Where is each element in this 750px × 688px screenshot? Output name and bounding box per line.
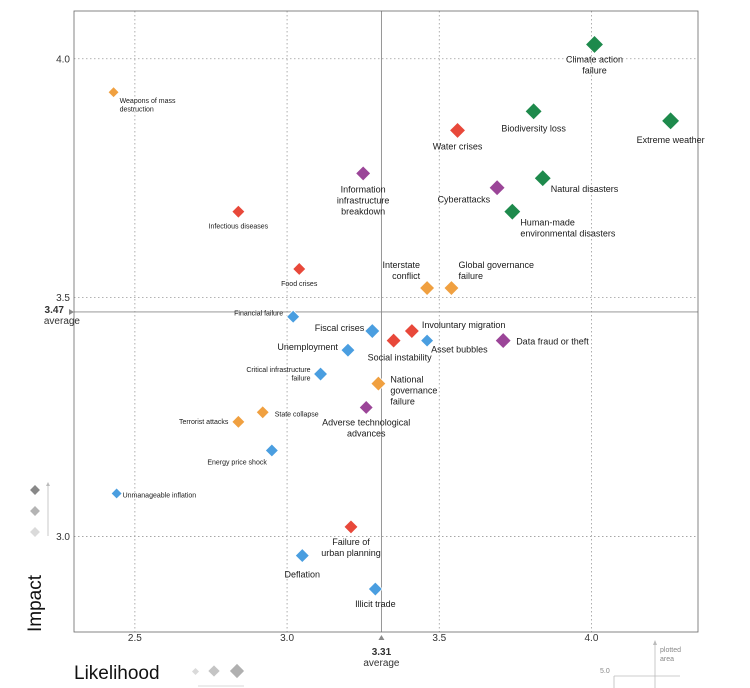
risk-point-unmanageable-inflation: [110, 487, 123, 500]
risk-label-unmanageable-inflation: Unmanageable inflation: [123, 492, 197, 499]
likelihood-legend-low-diamond: [191, 667, 200, 676]
grid-lines: [74, 11, 698, 632]
x-axis-title: Likelihood: [74, 663, 160, 684]
risk-label-social-instability: Social instability: [368, 353, 433, 363]
risk-label-failure-of-urban-planning: Failure of urban planning: [321, 537, 381, 558]
risk-label-cyberattacks: Cyberattacks: [438, 195, 491, 205]
risk-point-interstate-conflict: [419, 279, 436, 297]
risk-point-data-fraud-or-theft: [494, 332, 512, 350]
risk-labels: Climate action failure Extreme weather Biod…: [120, 54, 705, 609]
risk-point-water-crises: [448, 121, 467, 139]
impact-legend-high-diamond: [30, 485, 40, 495]
risk-label-infectious-diseases: Infectious diseases: [209, 224, 269, 231]
risk-point-terrorist-attacks: [231, 414, 246, 429]
risk-label-deflation: Deflation: [285, 570, 321, 580]
risk-point-information-infrastructure-breakdown: [355, 165, 372, 182]
risk-point-cyberattacks: [488, 179, 506, 197]
risk-label-unemployment: Unemployment: [277, 342, 338, 352]
risk-label-biodiversity-loss: Biodiversity loss: [501, 123, 566, 133]
risk-point-illicit-trade: [367, 581, 383, 597]
x-tick-label: 4.0: [585, 633, 599, 644]
risk-label-fiscal-crises: Fiscal crises: [315, 323, 365, 333]
risk-label-global-governance-failure: Global governance failure: [458, 260, 534, 281]
x-average-caption: average: [363, 658, 400, 669]
y-tick-label: 3.0: [56, 532, 70, 543]
risk-point-infectious-diseases: [231, 204, 246, 219]
plotted-area-caption-2: area: [660, 656, 674, 663]
risk-label-illicit-trade: Illicit trade: [355, 599, 396, 609]
y-average-value: 3.47: [45, 305, 65, 316]
risk-point-extreme-weather: [661, 111, 681, 131]
y-axis-title: Impact: [25, 574, 46, 632]
risk-label-human-made-environmental-disasters: Human-made environmental disasters: [520, 218, 616, 239]
x-tick-label: 2.5: [128, 633, 142, 644]
risk-label-involuntary-migration: Involuntary migration: [422, 320, 506, 330]
risk-label-water-crises: Water crises: [433, 141, 483, 151]
risk-label-information-infrastructure-breakdown: Information infrastructure breakdown: [337, 184, 390, 216]
tick-labels: 2.5 3.0 3.5 4.0 3.0 3.5 4.0: [56, 54, 599, 644]
impact-legend-mid-diamond: [30, 506, 40, 516]
risk-point-fiscal-crises: [364, 322, 381, 340]
risk-point-national-governance-failure: [370, 375, 387, 392]
risk-point-failure-of-urban-planning: [343, 519, 359, 535]
y-tick-label: 4.0: [56, 54, 70, 65]
risk-point-food-crises: [292, 261, 307, 277]
risk-point-social-instability: [385, 332, 402, 349]
risk-label-national-governance-failure: National governance failure: [390, 375, 437, 407]
risk-label-critical-infrastructure-failure: Critical infrastructure failure: [246, 367, 310, 383]
average-lines: [74, 11, 698, 632]
risk-point-unemployment: [340, 342, 356, 358]
x-average-marker: [378, 635, 385, 640]
risk-point-deflation: [294, 548, 310, 564]
risk-point-energy-price-shock: [264, 443, 279, 458]
impact-legend: [30, 482, 50, 537]
y-average-marker: [69, 308, 74, 315]
risk-label-weapons-of-mass-destruction: Weapons of mass destruction: [120, 98, 176, 114]
risk-label-terrorist-attacks: Terrorist attacks: [179, 419, 229, 426]
risk-point-state-collapse: [255, 405, 270, 420]
impact-legend-low-diamond: [30, 527, 40, 537]
risk-label-food-crises: Food crises: [281, 281, 318, 288]
risk-point-weapons-of-mass-destruction: [107, 86, 120, 99]
likelihood-legend: [191, 663, 245, 687]
risk-label-data-fraud-or-theft: Data fraud or theft: [516, 337, 589, 347]
plot-frame: [73, 10, 699, 633]
risk-point-adverse-technological-advances: [358, 399, 374, 416]
x-tick-label: 3.5: [432, 633, 446, 644]
risk-label-adverse-technological-advances: Adverse technological advances: [322, 417, 410, 438]
y-tick-label: 3.5: [56, 293, 70, 304]
risk-label-financial-failure: Financial failure: [234, 311, 283, 318]
risk-point-involuntary-migration: [403, 322, 420, 340]
risk-point-biodiversity-loss: [524, 102, 543, 121]
risk-label-extreme-weather: Extreme weather: [637, 135, 705, 145]
impact-legend-arrow: [46, 482, 50, 486]
risk-points: [107, 34, 681, 597]
risk-point-global-governance-failure: [443, 279, 460, 297]
plotted-area-caption-1: plotted: [660, 647, 681, 654]
risk-label-asset-bubbles: Asset bubbles: [431, 345, 488, 355]
likelihood-legend-mid-diamond: [208, 665, 220, 677]
risk-point-human-made-environmental-disasters: [503, 202, 522, 221]
plotted-area-value: 5.0: [600, 668, 610, 675]
x-average-value: 3.31: [372, 647, 392, 658]
y-average-caption: average: [44, 316, 81, 327]
risk-point-financial-failure: [286, 309, 301, 324]
risk-label-climate-action-failure: Climate action failure: [566, 54, 623, 75]
risk-label-natural-disasters: Natural disasters: [551, 184, 619, 194]
risk-label-state-collapse: State collapse: [275, 411, 319, 418]
likelihood-legend-high-diamond: [229, 663, 245, 679]
risk-point-natural-disasters: [533, 169, 552, 188]
plotted-area-legend: plotted area 5.0: [600, 640, 681, 688]
risk-label-energy-price-shock: Energy price shock: [207, 459, 267, 466]
risk-point-critical-infrastructure-failure: [312, 366, 329, 382]
risk-point-asset-bubbles: [420, 333, 435, 348]
risk-point-climate-action-failure: [584, 34, 605, 55]
x-tick-label: 3.0: [280, 633, 294, 644]
risk-label-interstate-conflict: Interstate conflict: [383, 260, 421, 281]
plotted-area-arrow: [653, 640, 657, 645]
